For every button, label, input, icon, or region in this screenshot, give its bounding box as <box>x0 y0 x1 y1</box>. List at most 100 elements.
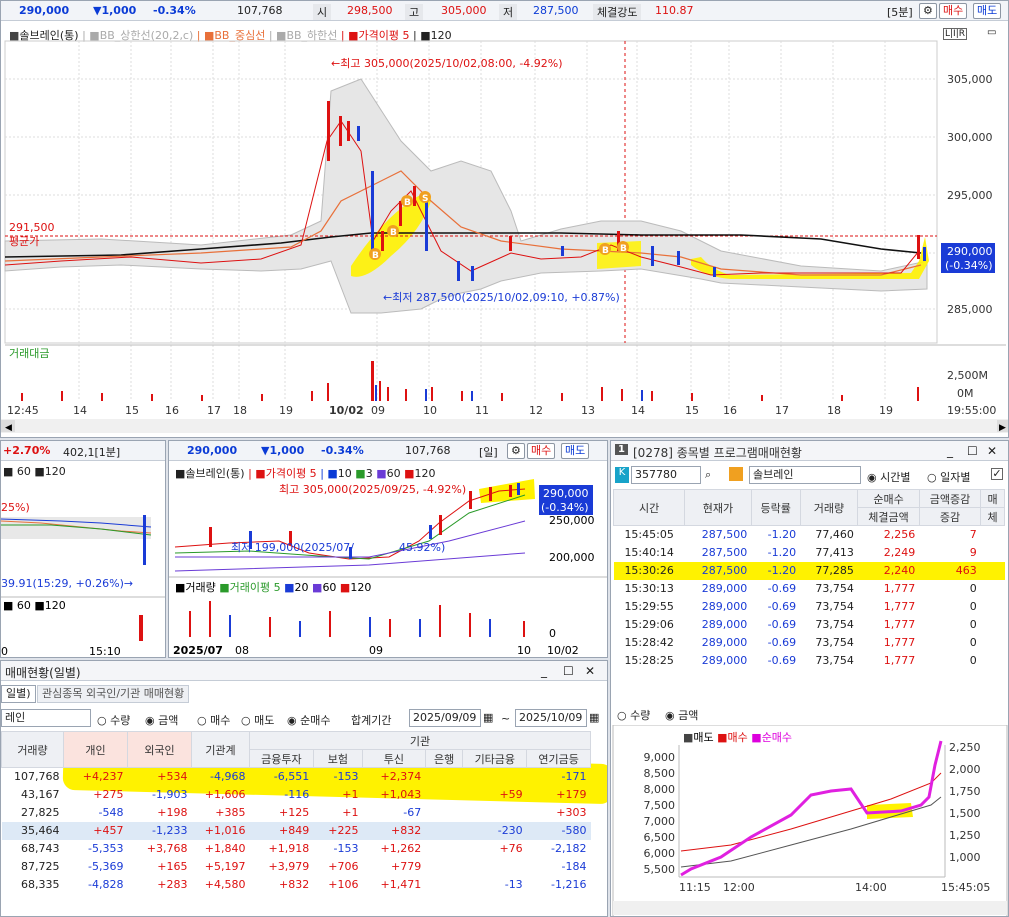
table-row[interactable]: 15:29:06 289,000 -0.69 73,754 1,777 0 <box>614 616 1005 634</box>
investor-minimize-icon[interactable]: _ <box>541 664 547 678</box>
table-row[interactable]: 107,768 +4,237 +534 -4,968 -6,551 -153 +2,374 -… <box>2 768 591 786</box>
volume-legend: 거래대금 <box>9 347 49 360</box>
col-amount-change[interactable]: 금액증감 <box>918 489 982 508</box>
table-row[interactable]: 15:29:55 289,000 -0.69 73,754 1,777 0 <box>614 598 1005 616</box>
minimize-icon[interactable]: _ <box>947 444 953 458</box>
col-rate[interactable]: 등락률 <box>750 489 801 526</box>
x-tick: 14 <box>631 404 645 417</box>
table-row[interactable]: 15:45:05 287,500 -1.20 77,460 2,256 7 <box>614 526 1005 544</box>
col-executed-amount[interactable]: 체결금액 <box>857 507 920 526</box>
mini-x-tick: 15:10 <box>89 645 121 658</box>
to-date-input[interactable]: 2025/10/09 <box>515 709 587 727</box>
col-individual[interactable]: 개인 <box>63 731 128 768</box>
price-candles <box>327 101 926 281</box>
col-extra2[interactable]: 체 <box>980 507 1005 526</box>
table-row[interactable]: 35,464 +457 -1,233 +1,016 +849 +225 +832 -230 -5… <box>1 821 591 840</box>
col-institution[interactable]: 기관계 <box>191 731 250 768</box>
col-foreign[interactable]: 외국인 <box>127 731 192 768</box>
settings-gear-icon[interactable]: ⚙ <box>919 3 937 19</box>
table-cell: +534 <box>157 770 188 784</box>
col-volume[interactable]: 거래량 <box>799 489 859 526</box>
table-cell: 2,240 <box>883 564 916 577</box>
collapse-icon[interactable]: ▭ <box>987 27 997 38</box>
table-row[interactable]: 15:30:26 287,500 -1.20 77,285 2,240 463 <box>613 561 1005 580</box>
radio-date[interactable]: ○ 일자별 <box>927 471 971 484</box>
trade-markers: B B B S B B <box>369 191 629 261</box>
sell-button[interactable]: 매도 <box>973 3 1002 19</box>
market-k-icon[interactable]: K <box>615 467 629 483</box>
radio-inv-buy[interactable]: ○ 매수 <box>197 714 231 727</box>
legend-net: 순매수 <box>762 731 792 744</box>
prog-x-tick: 14:00 <box>855 881 887 894</box>
table-cell <box>425 876 463 894</box>
daily-sell-button[interactable]: 매도 <box>561 443 590 459</box>
col-other-fin[interactable]: 기타금융 <box>462 749 528 768</box>
table-row[interactable]: 15:30:13 289,000 -0.69 73,754 1,777 0 <box>614 580 1005 598</box>
tab-daily[interactable]: 일별) <box>1 685 36 703</box>
folder-icon[interactable] <box>729 467 743 481</box>
tab-watchlist[interactable]: 관심종목 외국인/기관 매매현황 <box>37 685 190 703</box>
calendar-icon[interactable]: ▦ <box>483 711 494 724</box>
table-cell: 289,000 <box>701 600 748 613</box>
col-delta[interactable]: 증감 <box>918 507 982 526</box>
close-icon[interactable]: ✕ <box>987 444 998 458</box>
volume-axis-tick: 2,500M <box>947 369 988 382</box>
col-volume[interactable]: 거래량 <box>1 731 64 768</box>
table-row[interactable]: 87,725 -5,369 +165 +5,197 +3,979 +706 +779 -184 <box>2 858 591 876</box>
investor-close-icon[interactable]: ✕ <box>585 664 596 678</box>
option-checkbox[interactable]: ✓ <box>991 467 1003 480</box>
table-cell: 77,460 <box>815 528 854 542</box>
table-row[interactable]: 15:28:25 289,000 -0.69 73,754 1,777 0 <box>614 652 1005 670</box>
radio-inv-qty[interactable]: ○ 수량 <box>97 714 131 727</box>
daily-period[interactable]: [일] <box>479 446 498 459</box>
col-net-buy[interactable]: 순매수 <box>857 489 920 508</box>
col-insurance[interactable]: 보험 <box>312 749 363 768</box>
table-row[interactable]: 15:40:14 287,500 -1.20 77,413 2,249 9 <box>614 544 1005 562</box>
left-axis-tick: 6,000 <box>644 847 676 860</box>
scale-tag[interactable]: L|I|R <box>943 28 967 40</box>
col-bank[interactable]: 은행 <box>424 749 464 768</box>
col-extra[interactable]: 매 <box>980 489 1005 508</box>
radio-inv-sell[interactable]: ○ 매도 <box>241 714 275 727</box>
svg-text:B: B <box>620 244 627 254</box>
col-fin-invest[interactable]: 금융투자 <box>249 749 314 768</box>
high-label: 고 <box>405 4 424 20</box>
left-axis-tick: 8,500 <box>644 767 676 780</box>
table-row[interactable]: 68,743 -5,353 +3,768 +1,840 +1,918 -153 +1,262… <box>2 840 591 858</box>
table-cell: 73,754 <box>815 582 854 595</box>
investor-maximize-icon[interactable]: ☐ <box>563 664 574 678</box>
radio-inv-amount[interactable]: ◉ 금액 <box>145 714 179 727</box>
scroll-left-button[interactable] <box>1 420 15 432</box>
radio-amount[interactable]: ◉ 금액 <box>665 709 699 722</box>
x-tick: 16 <box>165 404 179 417</box>
search-icon[interactable]: ⌕ <box>705 468 712 481</box>
table-row[interactable]: 27,825 -548 +198 +385 +125 +1 -67 +303 <box>2 804 591 822</box>
code-input[interactable]: 357780 <box>631 466 701 484</box>
buy-button[interactable]: 매수 <box>939 3 968 19</box>
table-row[interactable]: 15:28:42 289,000 -0.69 73,754 1,777 0 <box>614 634 1005 652</box>
interval-label[interactable]: [5분] <box>887 6 913 19</box>
table-row[interactable]: 68,335 -4,828 +283 +4,580 +832 +106 +1,471 -13 -… <box>2 876 591 894</box>
table-row[interactable]: 43,167 +275 -1,903 +1,606 -116 +1 +1,043 +59 +17… <box>2 786 591 804</box>
scroll-right-button[interactable] <box>997 420 1009 432</box>
x-tick: 17 <box>207 404 221 417</box>
maximize-icon[interactable]: ☐ <box>967 444 978 458</box>
table-cell: 15:45:05 <box>624 528 674 542</box>
svg-text:B: B <box>404 198 411 208</box>
col-pension[interactable]: 연기금등 <box>526 749 591 768</box>
col-price[interactable]: 현재가 <box>684 489 752 526</box>
table-cell: 287,500 <box>701 528 748 542</box>
col-time[interactable]: 시간 <box>612 489 686 526</box>
calendar-icon[interactable]: ▦ <box>589 711 600 724</box>
daily-buy-button[interactable]: 매수 <box>527 443 556 459</box>
table-cell: 289,000 <box>701 618 748 631</box>
table-cell: -4,968 <box>210 770 246 784</box>
radio-inv-net[interactable]: ◉ 순매수 <box>287 714 331 727</box>
radio-time[interactable]: ◉ 시간별 <box>867 471 911 484</box>
table-cell: -0.69 <box>767 654 797 667</box>
col-trust[interactable]: 투신 <box>361 749 426 768</box>
radio-qty[interactable]: ○ 수량 <box>617 709 651 722</box>
daily-settings-icon[interactable]: ⚙ <box>507 443 525 459</box>
table-cell: +5,197 <box>204 860 246 873</box>
from-date-input[interactable]: 2025/09/09 <box>409 709 481 727</box>
